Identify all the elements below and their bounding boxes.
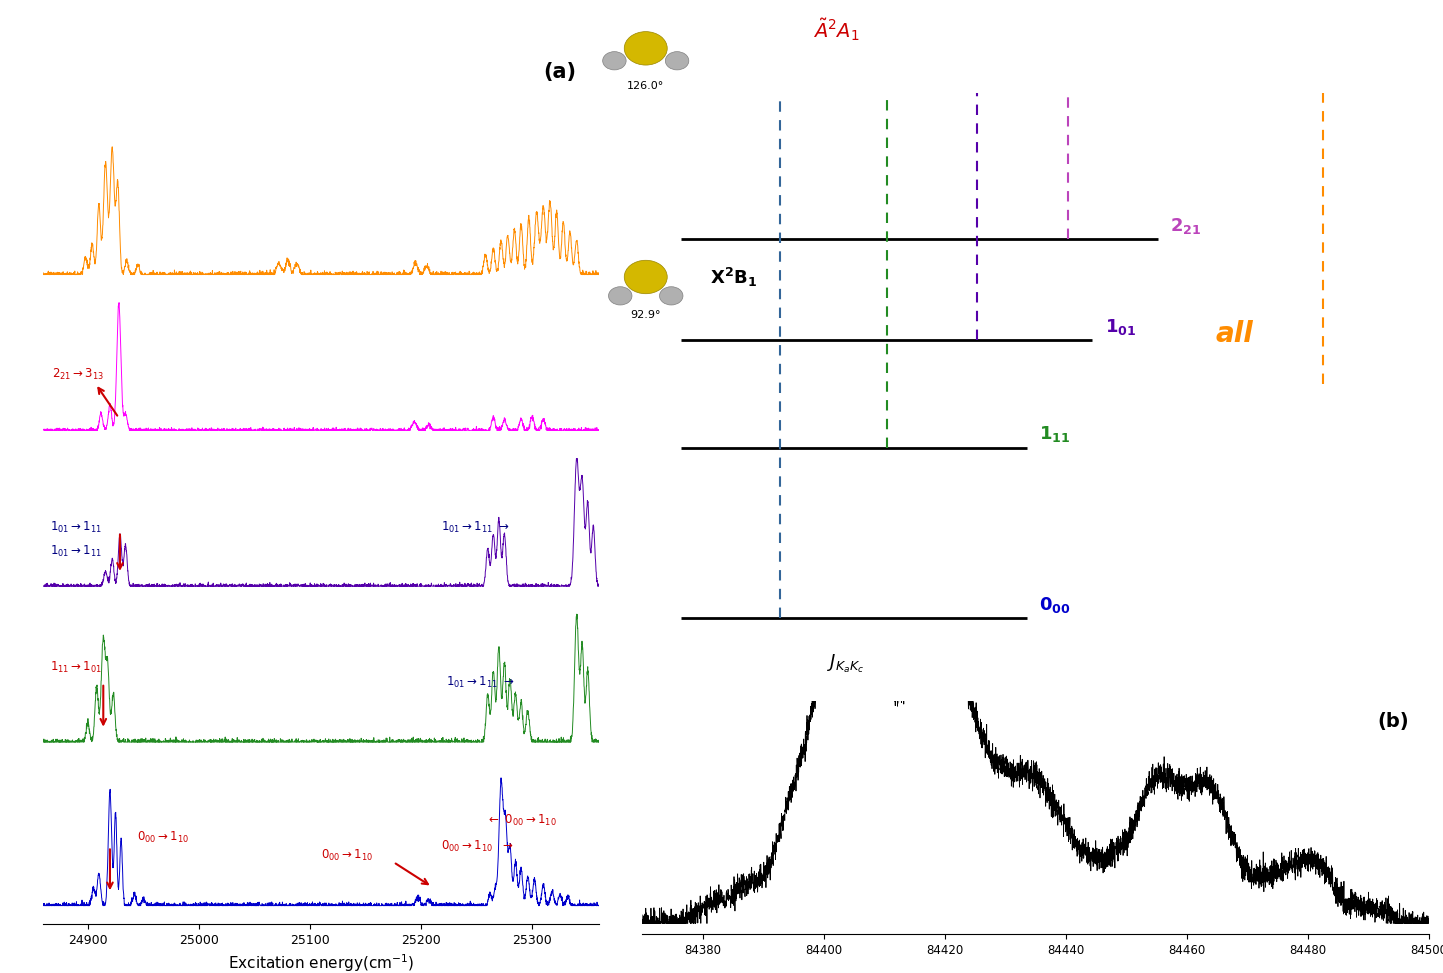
Text: $0_{00}\rightarrow1_{10}$  $\rightarrow$: $0_{00}\rightarrow1_{10}$ $\rightarrow$ xyxy=(442,839,514,854)
Text: 92.9°: 92.9° xyxy=(631,309,661,319)
Text: $\mathbf{1_{01}}$: $\mathbf{1_{01}}$ xyxy=(1105,317,1136,337)
Text: (b): (b) xyxy=(1377,712,1408,732)
Text: $\tilde{A}^2A_1$: $\tilde{A}^2A_1$ xyxy=(812,17,859,43)
Circle shape xyxy=(609,287,632,305)
Text: 126.0°: 126.0° xyxy=(628,81,664,90)
Text: $\mathbf{1_{11}}$: $\mathbf{1_{11}}$ xyxy=(1039,424,1071,445)
Circle shape xyxy=(659,287,683,305)
Circle shape xyxy=(603,52,626,70)
Text: $1_{11}\rightarrow1_{01}$: $1_{11}\rightarrow1_{01}$ xyxy=(51,660,102,675)
Text: $\mathbf{X^2B_1}$: $\mathbf{X^2B_1}$ xyxy=(710,266,758,289)
Circle shape xyxy=(665,52,688,70)
Text: $\mathbf{0_{00}}$: $\mathbf{0_{00}}$ xyxy=(1039,595,1071,615)
Text: $1_{01}\rightarrow1_{11}$ $\rightarrow$: $1_{01}\rightarrow1_{11}$ $\rightarrow$ xyxy=(446,675,514,691)
Text: $1_{01}\rightarrow1_{11}$ $\rightarrow$: $1_{01}\rightarrow1_{11}$ $\rightarrow$ xyxy=(442,520,509,534)
Text: $0_{00}\rightarrow1_{10}$: $0_{00}\rightarrow1_{10}$ xyxy=(322,848,374,863)
X-axis label: Excitation energy(cm$^{-1}$): Excitation energy(cm$^{-1}$) xyxy=(228,953,414,973)
Text: $0_{00}\rightarrow1_{10}$: $0_{00}\rightarrow1_{10}$ xyxy=(137,830,189,845)
Circle shape xyxy=(625,261,667,294)
Text: all: all xyxy=(1215,320,1254,347)
Circle shape xyxy=(625,32,667,65)
Text: $\mathbf{2_{21}}$: $\mathbf{2_{21}}$ xyxy=(1170,216,1202,235)
Text: $1_{01}\rightarrow1_{11}$: $1_{01}\rightarrow1_{11}$ xyxy=(51,520,102,534)
Text: $2_{21}\rightarrow3_{13}$: $2_{21}\rightarrow3_{13}$ xyxy=(52,367,104,381)
Text: $\mathit{J_{K_aK_c}}$: $\mathit{J_{K_aK_c}}$ xyxy=(827,653,864,675)
Text: (a): (a) xyxy=(544,61,577,82)
Text: $1_{01}\rightarrow1_{11}$: $1_{01}\rightarrow1_{11}$ xyxy=(51,545,102,559)
Text: $\leftarrow$ $0_{00}\rightarrow1_{10}$: $\leftarrow$ $0_{00}\rightarrow1_{10}$ xyxy=(485,812,557,827)
